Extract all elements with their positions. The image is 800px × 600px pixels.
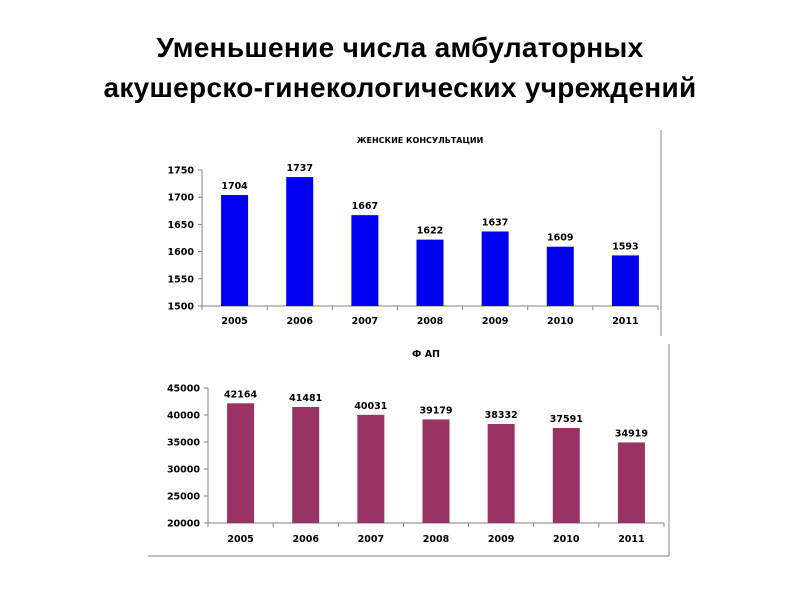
fap-bar-2011	[617, 442, 645, 523]
fap-x-tick-label: 2011	[618, 534, 644, 545]
women-data-label: 1637	[482, 217, 508, 228]
women-bar-2005	[221, 195, 249, 306]
women-x-tick-label: 2005	[221, 316, 247, 327]
fap-y-tick-label: 30000	[167, 465, 200, 476]
fap-data-label: 38332	[485, 410, 518, 421]
fap-bar-2006	[292, 407, 320, 523]
fap-data-label: 40031	[354, 401, 387, 412]
fap-x-tick-label: 2006	[292, 534, 319, 545]
women-bar-2008	[416, 239, 444, 306]
fap-y-tick-label: 20000	[167, 519, 200, 530]
women-bar-2007	[351, 215, 379, 306]
women-y-tick-label: 1600	[168, 247, 195, 258]
fap-bar-2008	[422, 419, 450, 523]
women-data-label: 1737	[286, 163, 312, 174]
fap-bar-2010	[552, 428, 580, 523]
women-data-label: 1593	[612, 241, 638, 252]
chart-fap: Ф АП 20000 25000 30000 35000 40000 45000 42164 2…	[146, 342, 672, 558]
fap-data-label: 41481	[289, 393, 322, 404]
chart-fap-svg: Ф АП 20000 25000 30000 35000 40000 45000 42164 2…	[148, 344, 670, 557]
women-x-tick-label: 2006	[286, 316, 313, 327]
chart-women-consultations: ЖЕНСКИЕ КОНСУЛЬТАЦИИ 1500 1550 1600 1650 1700…	[146, 128, 666, 338]
fap-data-label: 42164	[224, 389, 257, 400]
women-x-tick-label: 2010	[547, 316, 574, 327]
chart-women-consultations-svg: ЖЕНСКИЕ КОНСУЛЬТАЦИИ 1500 1550 1600 1650 1700…	[168, 130, 662, 336]
fap-data-label: 34919	[615, 428, 648, 439]
women-bar-2009	[481, 231, 509, 306]
fap-x-tick-label: 2007	[358, 534, 384, 545]
women-x-tick-label: 2009	[482, 316, 508, 327]
women-x-tick-label: 2007	[352, 316, 378, 327]
fap-data-label: 39179	[419, 405, 452, 416]
women-y-tick-label: 1700	[168, 193, 195, 204]
fap-y-tick-label: 40000	[167, 411, 200, 422]
fap-y-tick-label: 45000	[167, 384, 200, 395]
women-y-tick-label: 1750	[168, 166, 195, 177]
slide-title-line-2: акушерско-гинекологических учреждений	[103, 72, 697, 103]
fap-bar-2009	[487, 424, 515, 523]
women-data-label: 1704	[221, 181, 248, 192]
fap-bar-2007	[357, 414, 385, 523]
women-bar-2011	[611, 255, 639, 306]
women-bar-2010	[546, 246, 574, 306]
slide-title: Уменьшение числа амбулаторных акушерско-…	[0, 28, 800, 108]
fap-bar-2005	[227, 403, 255, 523]
slide-title-line-1: Уменьшение числа амбулаторных	[156, 32, 644, 63]
fap-y-tick-label: 35000	[167, 438, 200, 449]
fap-chart-title: Ф АП	[412, 349, 440, 360]
fap-data-label: 37591	[550, 414, 583, 425]
women-y-tick-label: 1650	[168, 220, 195, 231]
fap-x-tick-label: 2009	[488, 534, 514, 545]
fap-x-tick-label: 2005	[227, 534, 253, 545]
fap-y-tick-label: 25000	[167, 492, 200, 503]
women-data-label: 1609	[547, 233, 573, 244]
women-data-label: 1622	[417, 226, 443, 237]
women-y-tick-label: 1500	[168, 302, 195, 313]
women-data-label: 1667	[352, 201, 378, 212]
women-y-tick-label: 1550	[168, 274, 195, 285]
women-x-tick-label: 2011	[612, 316, 638, 327]
women-x-tick-label: 2008	[417, 316, 444, 327]
fap-x-tick-label: 2008	[423, 534, 450, 545]
women-chart-title: ЖЕНСКИЕ КОНСУЛЬТАЦИИ	[357, 136, 484, 145]
women-bar-2006	[286, 177, 314, 306]
fap-x-tick-label: 2010	[553, 534, 580, 545]
